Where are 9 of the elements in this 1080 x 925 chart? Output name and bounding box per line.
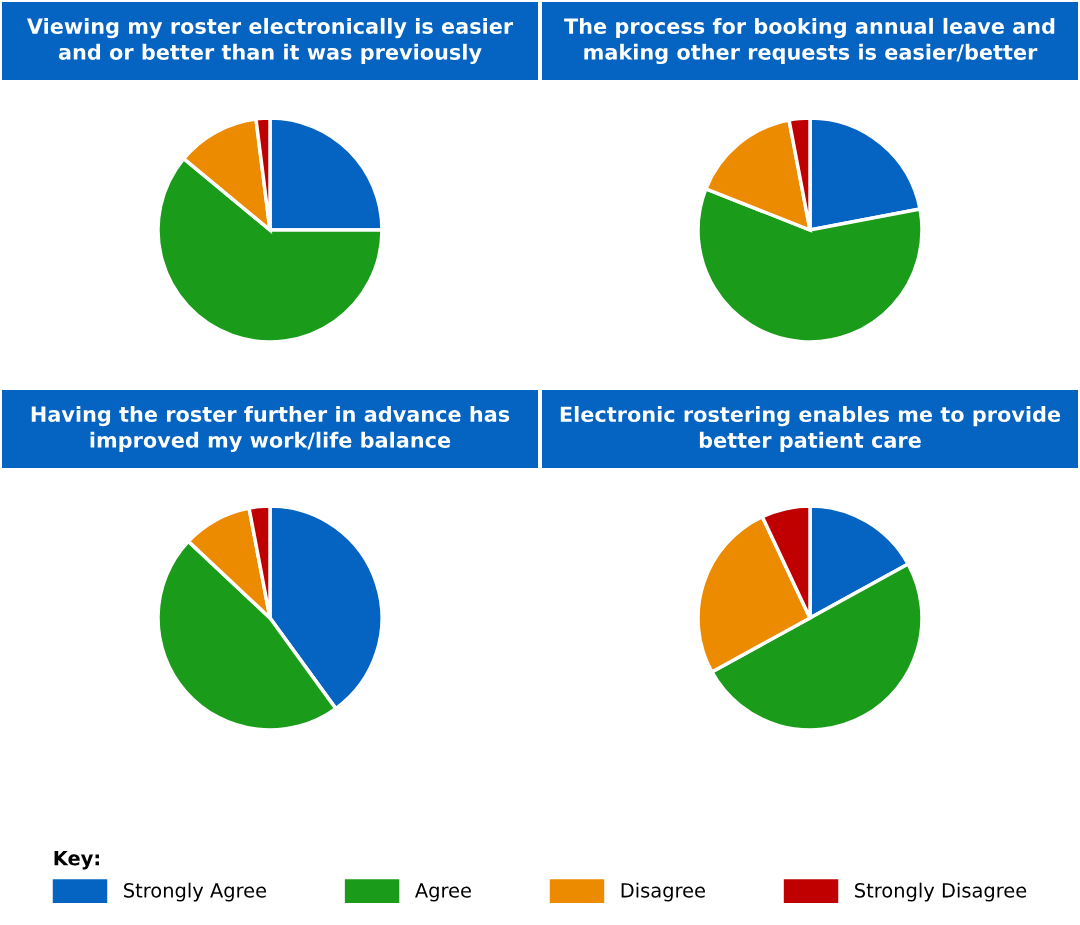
legend-title: Key: bbox=[54, 851, 99, 870]
legend-label: Strongly Agree bbox=[124, 882, 267, 902]
chart-title: The process for booking annual leave and making other requests is easier/better bbox=[564, 17, 1055, 65]
chart-title: Electronic rostering enables me to provide better patient care bbox=[560, 405, 1061, 453]
chart-title: Viewing my roster electronically is easier and or better than it was previously bbox=[26, 17, 514, 65]
legend-label: Disagree bbox=[621, 882, 705, 902]
chart-title: Having the roster further in advance has improved my work/life balance bbox=[31, 405, 510, 453]
legend-label: Strongly Disagree bbox=[855, 882, 1027, 902]
legend-label: Agree bbox=[415, 883, 471, 902]
